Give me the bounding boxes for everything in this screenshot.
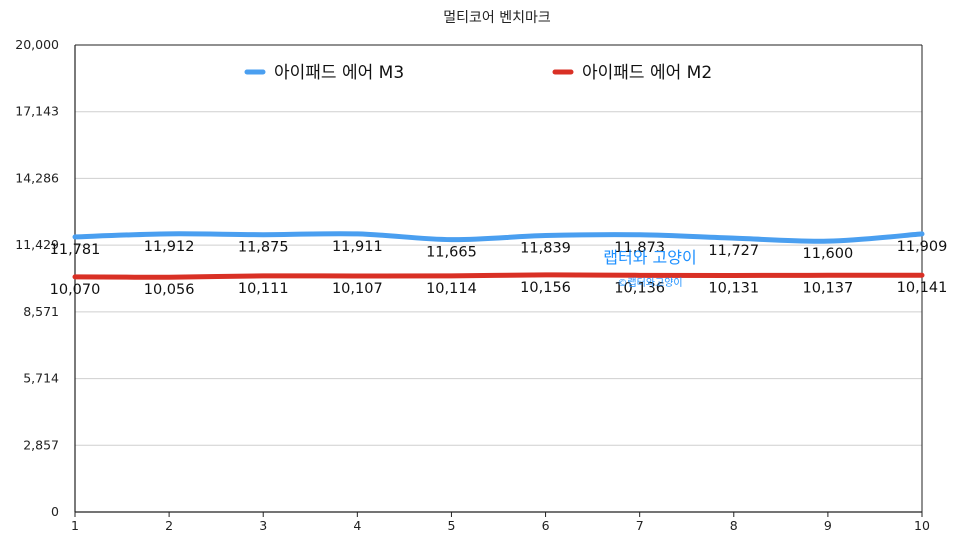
y-tick-label: 2,857 — [23, 437, 59, 452]
data-label: 10,107 — [332, 281, 383, 297]
data-label: 10,111 — [238, 281, 289, 297]
watermark-copyright: ©랩터와고양이 — [617, 277, 682, 289]
data-label: 11,839 — [520, 241, 571, 257]
x-tick-label: 7 — [636, 518, 644, 533]
x-tick-label: 4 — [353, 518, 361, 533]
legend: 아이패드 에어 M3 아이패드 에어 M2 — [244, 63, 712, 83]
data-label: 10,131 — [708, 280, 759, 296]
series-lines — [72, 231, 925, 280]
data-label: 11,875 — [238, 240, 289, 256]
x-tick-label: 3 — [259, 518, 267, 533]
y-tick-label: 17,143 — [15, 104, 59, 119]
data-label: 11,909 — [897, 239, 948, 255]
data-label: 11,600 — [803, 246, 854, 262]
data-label: 10,056 — [144, 282, 195, 298]
y-tick-label: 11,429 — [15, 237, 59, 252]
data-label: 10,156 — [520, 280, 571, 296]
x-tick-label: 5 — [447, 518, 455, 533]
axes: 0 2,857 5,714 8,571 11,429 14,286 17,143 20,000… — [15, 37, 930, 533]
x-tick-label: 1 — [71, 518, 79, 533]
y-tick-label: 14,286 — [15, 170, 59, 185]
x-tick-label: 6 — [542, 518, 550, 533]
data-label: 11,781 — [50, 242, 101, 258]
data-label: 10,114 — [426, 281, 477, 297]
data-label: 11,912 — [144, 239, 195, 255]
legend-label-2: 아이패드 에어 M2 — [582, 63, 712, 83]
x-tick-label: 2 — [165, 518, 173, 533]
y-tick-label: 0 — [51, 504, 59, 519]
data-label: 11,665 — [426, 245, 477, 261]
y-tick-label: 8,571 — [23, 304, 59, 319]
chart-title: 멀티코어 벤치마크 — [443, 10, 551, 26]
x-tick-label: 9 — [824, 518, 832, 533]
grid-lines — [75, 111, 922, 446]
data-label: 10,137 — [803, 280, 854, 296]
y-tick-label: 20,000 — [15, 37, 59, 52]
data-label: 11,911 — [332, 239, 383, 255]
legend-label-1: 아이패드 에어 M3 — [274, 63, 404, 83]
x-tick-label: 10 — [914, 518, 930, 533]
x-tick-label: 8 — [730, 518, 738, 533]
series-line-2 — [72, 272, 925, 280]
data-label: 11,727 — [708, 243, 759, 259]
watermark-text: 랩터와 고양이 — [603, 248, 696, 267]
y-tick-label: 5,714 — [23, 371, 59, 386]
data-labels: 11,781 11,912 11,875 11,911 11,665 11,839 11,8… — [50, 239, 948, 298]
series-line-1 — [72, 231, 925, 244]
watermark: 랩터와 고양이 ©랩터와고양이 — [603, 248, 696, 289]
data-label: 11,873 — [614, 240, 665, 256]
data-label: 10,141 — [897, 280, 948, 296]
data-label: 10,136 — [614, 280, 665, 296]
data-label: 10,070 — [50, 282, 101, 298]
